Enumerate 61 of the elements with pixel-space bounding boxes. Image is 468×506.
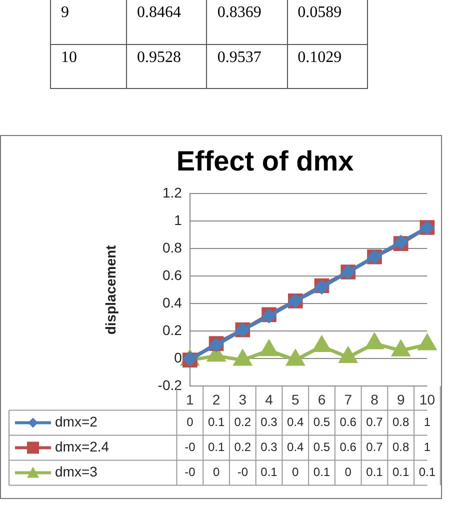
x-tick-label: 8 bbox=[370, 390, 379, 407]
data-label: 0.1 bbox=[392, 464, 410, 479]
x-tick-label: 9 bbox=[396, 390, 405, 407]
text: 0.8464 bbox=[126, 0, 207, 44]
data-label: 0.1 bbox=[260, 464, 278, 479]
text: 0.9528 bbox=[126, 44, 207, 88]
data-label: 0.6 bbox=[340, 414, 357, 429]
y-tick-label: 0.4 bbox=[162, 294, 182, 310]
data-label: 0 bbox=[212, 464, 220, 479]
y-axis-title: displacement bbox=[102, 244, 118, 334]
data-label: 0.1 bbox=[208, 414, 225, 429]
data-label: 1 bbox=[424, 440, 431, 454]
data-label: -0 bbox=[237, 464, 248, 479]
data-label: 0.6 bbox=[340, 440, 357, 454]
y-tick-label: -0.2 bbox=[158, 376, 182, 393]
data-label: 0.2 bbox=[234, 414, 252, 429]
data-label: 0.4 bbox=[287, 440, 304, 454]
chart-title: Effect of dmx bbox=[176, 145, 354, 176]
x-tick-label: 10 bbox=[419, 390, 436, 407]
data-label: 0.2 bbox=[234, 440, 252, 454]
legend-label: dmx=3 bbox=[55, 463, 98, 480]
data-label: -0 bbox=[184, 464, 196, 479]
text: 10 bbox=[50, 44, 126, 88]
x-tick-label: 5 bbox=[291, 390, 300, 407]
data-label: 0.1 bbox=[366, 464, 384, 479]
data-label: 0.8 bbox=[392, 440, 410, 454]
data-label: 0 bbox=[292, 464, 300, 479]
y-tick-label: 1 bbox=[174, 211, 182, 228]
x-tick-label: 1 bbox=[186, 390, 194, 407]
data-label: 0.4 bbox=[287, 414, 304, 429]
text: 0.1029 bbox=[287, 44, 368, 88]
data-label: 0.3 bbox=[260, 414, 278, 429]
data-label: 0.8 bbox=[392, 414, 410, 429]
data-label: -0 bbox=[184, 440, 196, 454]
data-label: 0.1 bbox=[208, 440, 225, 454]
x-tick-label: 2 bbox=[212, 390, 220, 407]
legend-label: dmx=2 bbox=[55, 413, 98, 430]
x-tick-label: 3 bbox=[238, 390, 247, 407]
y-tick-label: 0.2 bbox=[162, 322, 182, 338]
data-label: 0.1 bbox=[418, 464, 436, 479]
y-tick-label: 0.6 bbox=[162, 266, 182, 282]
text: 9 bbox=[50, 0, 126, 44]
y-tick-label: 1.2 bbox=[162, 184, 182, 200]
legend-label: dmx=2.4 bbox=[55, 438, 110, 454]
data-label: 0.7 bbox=[366, 414, 384, 429]
data-label: 0.7 bbox=[366, 440, 384, 454]
data-label: 0.3 bbox=[260, 440, 278, 454]
text: 0.9537 bbox=[206, 44, 288, 88]
x-tick-label: 7 bbox=[344, 390, 352, 407]
x-tick-label: 4 bbox=[265, 390, 274, 407]
data-label: 0.1 bbox=[313, 464, 330, 479]
data-label: 0.5 bbox=[313, 414, 330, 429]
data-label: 1 bbox=[424, 414, 431, 429]
y-tick-label: 0.8 bbox=[162, 238, 182, 255]
data-label: 0.5 bbox=[313, 440, 330, 454]
data-label: 0 bbox=[186, 414, 194, 429]
text: 0.8369 bbox=[206, 0, 288, 44]
text: 0.0589 bbox=[287, 0, 368, 44]
data-label: 0 bbox=[344, 464, 352, 479]
x-tick-label: 6 bbox=[318, 390, 326, 407]
y-tick-label: 0 bbox=[174, 349, 182, 366]
